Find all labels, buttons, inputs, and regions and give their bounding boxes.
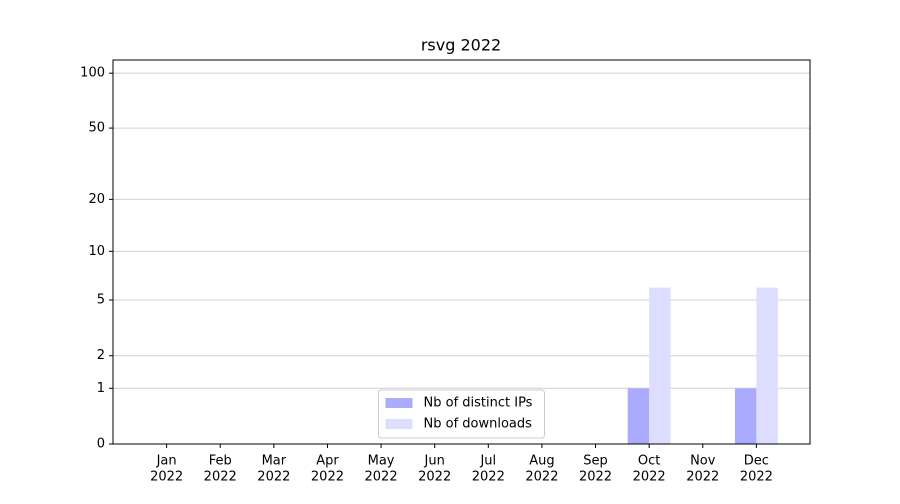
bar: [649, 287, 671, 444]
x-tick-label: Feb: [209, 454, 232, 469]
x-tick-label: Mar: [262, 454, 287, 469]
y-tick-label: 5: [97, 293, 105, 308]
x-tick-label: Nov: [690, 454, 716, 469]
bar: [734, 388, 757, 444]
x-tick-label: Apr: [316, 454, 339, 469]
x-tick-label: 2022: [633, 470, 666, 485]
x-tick-label: 2022: [365, 470, 398, 485]
y-tick-label: 50: [88, 121, 105, 136]
legend-swatch: [385, 398, 413, 408]
y-tick-label: 1: [97, 381, 105, 396]
x-tick-label: 2022: [686, 470, 719, 485]
y-tick-label: 100: [80, 66, 105, 81]
legend-label: Nb of distinct IPs: [424, 396, 533, 411]
x-tick-label: 2022: [204, 470, 237, 485]
x-tick-label: Jun: [424, 454, 445, 469]
x-tick-label: 2022: [579, 470, 612, 485]
x-tick-label: Oct: [638, 454, 660, 469]
x-tick-label: 2022: [525, 470, 558, 485]
x-tick-label: 2022: [472, 470, 505, 485]
plot-frame: [112, 59, 811, 445]
x-tick-label: Sep: [583, 454, 608, 469]
x-tick-label: Jul: [479, 454, 496, 469]
x-tick-label: 2022: [311, 470, 344, 485]
legend-swatch: [385, 419, 413, 429]
x-tick-label: 2022: [150, 470, 183, 485]
x-tick-label: Dec: [744, 454, 769, 469]
bar: [627, 388, 650, 444]
y-tick-label: 0: [97, 437, 105, 452]
x-tick-label: 2022: [257, 470, 290, 485]
y-tick-label: 20: [88, 192, 105, 207]
legend-label: Nb of downloads: [424, 417, 533, 432]
x-tick-label: 2022: [418, 470, 451, 485]
chart-title: rsvg 2022: [421, 36, 501, 55]
x-tick-label: Aug: [529, 454, 554, 469]
y-tick-label: 10: [88, 244, 105, 259]
x-tick-label: Jan: [156, 454, 177, 469]
x-tick-label: May: [368, 454, 395, 469]
legend-box: [378, 389, 545, 439]
bar: [756, 287, 778, 444]
y-tick-label: 2: [97, 348, 105, 363]
x-tick-label: 2022: [740, 470, 773, 485]
